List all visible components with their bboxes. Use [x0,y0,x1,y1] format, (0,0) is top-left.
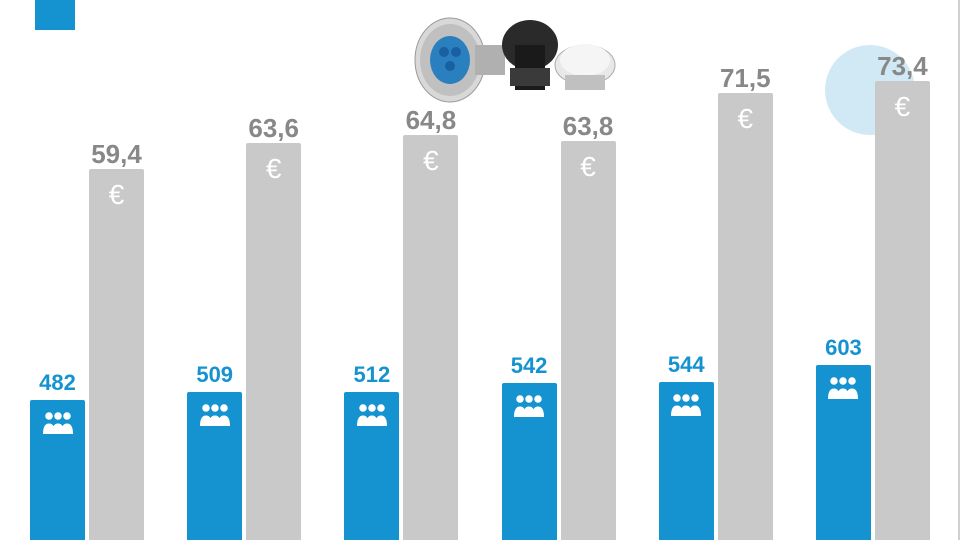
people-icon [668,392,704,421]
euro-icon: € [423,145,439,177]
euro-icon: € [895,91,911,123]
employees-value-label: 603 [825,335,862,361]
bar-group: 509 63,6€ [187,143,301,540]
employees-bar: 603 [816,365,871,540]
revenue-value-label: 59,4 [91,139,142,170]
employees-bar: 482 [30,400,85,540]
revenue-value-label: 64,8 [406,105,457,136]
employees-value-label: 512 [354,362,391,388]
euro-icon: € [737,103,753,135]
revenue-bar: 63,6€ [246,143,301,540]
employees-bar: 509 [187,392,242,540]
revenue-bar: 63,8€ [561,141,616,540]
employees-bar: 542 [502,383,557,540]
employees-value-label: 509 [196,362,233,388]
bar-group: 544 71,5€ [659,93,773,540]
euro-icon: € [266,153,282,185]
euro-icon: € [109,179,125,211]
bar-group: 542 63,8€ [502,141,616,540]
legend-swatch-blue [35,0,75,30]
revenue-value-label: 63,8 [563,111,614,142]
people-icon [197,402,233,431]
revenue-value-label: 63,6 [248,113,299,144]
revenue-bar: 59,4€ [89,169,144,540]
revenue-bar: 71,5€ [718,93,773,540]
people-icon [40,410,76,439]
employees-bar: 512 [344,392,399,540]
bar-chart: 482 59,4€509 63,6€512 64,8€542 63,8€544 … [30,40,930,540]
people-icon [354,402,390,431]
people-icon [511,393,547,422]
euro-icon: € [580,151,596,183]
bar-group: 482 59,4€ [30,169,144,540]
employees-bar: 544 [659,382,714,540]
bar-group: 603 73,4€ [816,81,930,540]
employees-value-label: 544 [668,352,705,378]
employees-value-label: 482 [39,370,76,396]
revenue-bar: 73,4€ [875,81,930,540]
revenue-value-label: 73,4 [877,51,928,82]
people-icon [825,375,861,404]
revenue-bar: 64,8€ [403,135,458,540]
employees-value-label: 542 [511,353,548,379]
revenue-value-label: 71,5 [720,63,771,94]
bar-group: 512 64,8€ [344,135,458,540]
